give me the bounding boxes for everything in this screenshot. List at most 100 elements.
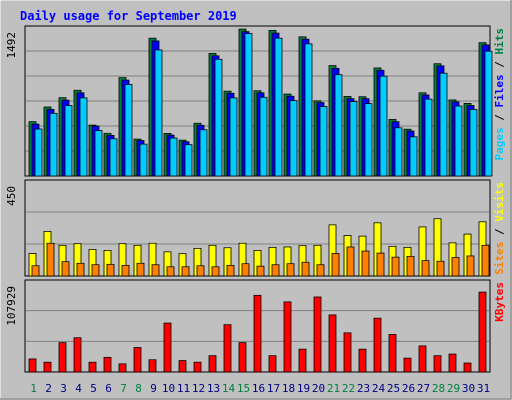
bar-hits-pages-5 — [94, 130, 103, 177]
bar-hits-pages-20 — [319, 106, 328, 177]
bar-hits-pages-14 — [229, 97, 238, 177]
bar-visits-sites-28 — [436, 260, 445, 277]
bar-hits-pages-25 — [394, 127, 403, 177]
day-label-25: 25 — [387, 382, 400, 395]
chart-title: Daily usage for September 2019 — [20, 9, 237, 23]
bar-visits-sites-8 — [136, 262, 145, 277]
day-label-13: 13 — [207, 382, 220, 395]
day-label-20: 20 — [312, 382, 325, 395]
bar-kbytes-kbytes-13 — [208, 355, 217, 373]
bar-kbytes-kbytes-4 — [73, 337, 82, 373]
bar-visits-sites-22 — [346, 246, 355, 277]
bar-visits-sites-30 — [466, 255, 475, 277]
bar-visits-sites-25 — [391, 256, 400, 277]
bar-kbytes-kbytes-6 — [103, 356, 112, 373]
bar-kbytes-kbytes-12 — [193, 361, 202, 373]
bar-hits-pages-27 — [424, 98, 433, 177]
day-label-18: 18 — [282, 382, 295, 395]
bar-hits-pages-31 — [484, 50, 493, 177]
bar-visits-sites-14 — [226, 264, 235, 277]
bar-hits-pages-21 — [334, 74, 343, 177]
bar-hits-pages-13 — [214, 58, 223, 177]
bar-hits-pages-10 — [169, 137, 178, 177]
bar-hits-pages-4 — [79, 97, 88, 177]
day-label-14: 14 — [222, 382, 236, 395]
bar-hits-pages-11 — [184, 144, 193, 177]
bar-kbytes-kbytes-29 — [448, 353, 457, 373]
legend-files: Files — [493, 74, 506, 107]
bar-hits-pages-30 — [469, 109, 478, 177]
bar-visits-sites-2 — [46, 242, 55, 277]
bar-kbytes-kbytes-8 — [133, 347, 142, 373]
day-label-11: 11 — [177, 382, 190, 395]
bar-kbytes-kbytes-31 — [478, 291, 487, 373]
bar-kbytes-kbytes-10 — [163, 322, 172, 373]
bar-kbytes-kbytes-5 — [88, 361, 97, 373]
bar-visits-sites-20 — [316, 264, 325, 277]
bar-hits-pages-29 — [454, 105, 463, 177]
day-label-3: 3 — [60, 382, 67, 395]
bar-hits-pages-28 — [439, 72, 448, 177]
legend-pages: Pages — [493, 127, 506, 160]
legend-kbytes: KBytes — [493, 282, 506, 322]
bar-kbytes-kbytes-1 — [28, 358, 37, 373]
bar-kbytes-kbytes-20 — [313, 296, 322, 373]
bar-kbytes-kbytes-16 — [253, 294, 262, 373]
bar-hits-pages-2 — [49, 112, 58, 177]
bar-hits-pages-9 — [154, 49, 163, 177]
bar-visits-sites-18 — [286, 263, 295, 277]
bar-hits-pages-18 — [289, 100, 298, 177]
bar-visits-sites-10 — [166, 266, 175, 277]
bar-visits-sites-4 — [76, 262, 85, 277]
legend-separator: / — [493, 55, 506, 75]
bar-hits-pages-16 — [259, 96, 268, 177]
bar-hits-pages-24 — [379, 75, 388, 177]
day-label-31: 31 — [477, 382, 490, 395]
bar-visits-sites-12 — [196, 265, 205, 277]
bar-kbytes-kbytes-14 — [223, 324, 232, 373]
bar-kbytes-kbytes-28 — [433, 355, 442, 373]
day-label-21: 21 — [327, 382, 340, 395]
legend-sites: Sites — [493, 242, 506, 275]
day-label-22: 22 — [342, 382, 355, 395]
legend-separator: / — [493, 222, 506, 242]
bar-visits-sites-19 — [301, 261, 310, 277]
max-label-hits: 1492 — [5, 32, 18, 59]
bar-kbytes-kbytes-25 — [388, 334, 397, 373]
bar-kbytes-kbytes-30 — [463, 362, 472, 373]
day-label-7: 7 — [120, 382, 127, 395]
bar-visits-sites-27 — [421, 260, 430, 277]
legend-separator: / — [493, 108, 506, 128]
legend-labels-hits: Pages / Files / Hits — [493, 28, 506, 161]
bar-hits-pages-17 — [274, 37, 283, 177]
bar-visits-sites-21 — [331, 253, 340, 277]
bar-kbytes-kbytes-11 — [178, 360, 187, 373]
day-label-5: 5 — [90, 382, 97, 395]
bar-hits-pages-12 — [199, 129, 208, 177]
bar-hits-pages-15 — [244, 33, 253, 177]
bar-kbytes-kbytes-7 — [118, 363, 127, 373]
day-label-1: 1 — [30, 382, 37, 395]
day-label-19: 19 — [297, 382, 310, 395]
day-label-30: 30 — [462, 382, 475, 395]
bar-visits-sites-29 — [451, 257, 460, 277]
bar-kbytes-kbytes-23 — [358, 348, 367, 373]
bar-visits-sites-6 — [106, 263, 115, 277]
max-label-kbytes: 107929 — [5, 286, 18, 326]
bar-visits-sites-5 — [91, 264, 100, 277]
day-label-29: 29 — [447, 382, 460, 395]
bar-visits-sites-13 — [211, 266, 220, 277]
bar-kbytes-kbytes-15 — [238, 342, 247, 373]
bar-hits-pages-22 — [349, 101, 358, 177]
bar-kbytes-kbytes-18 — [283, 301, 292, 373]
bar-kbytes-kbytes-24 — [373, 317, 382, 373]
bar-kbytes-kbytes-2 — [43, 361, 52, 373]
bar-hits-pages-1 — [34, 128, 43, 177]
bar-hits-pages-7 — [124, 84, 133, 177]
day-label-24: 24 — [372, 382, 386, 395]
bar-kbytes-kbytes-26 — [403, 357, 412, 373]
day-label-27: 27 — [417, 382, 430, 395]
bar-visits-sites-3 — [61, 261, 70, 277]
day-label-8: 8 — [135, 382, 142, 395]
